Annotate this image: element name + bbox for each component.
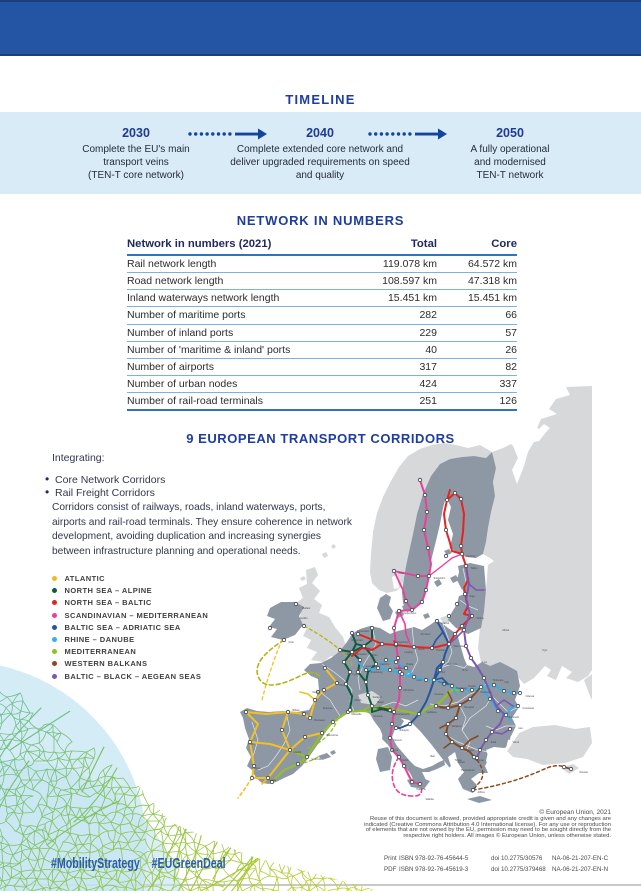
svg-text:Frankfurt: Frankfurt (380, 663, 390, 666)
svg-text:Basel: Basel (378, 701, 385, 704)
svg-text:Minsk: Minsk (503, 629, 510, 632)
svg-text:Brno: Brno (463, 669, 469, 672)
svg-text:Odessa: Odessa (526, 695, 535, 698)
svg-text:Antwerpen: Antwerpen (360, 647, 373, 650)
svg-text:Palermo: Palermo (417, 788, 427, 791)
svg-text:Bordeaux: Bordeaux (315, 719, 326, 722)
svg-text:Bucuresti: Bucuresti (509, 716, 520, 719)
svg-text:Szczecin: Szczecin (421, 633, 432, 636)
svg-text:Torino: Torino (379, 709, 386, 712)
svg-text:Sarajevo: Sarajevo (452, 725, 462, 728)
svg-text:Marseille: Marseille (352, 713, 363, 716)
svg-text:Zürich: Zürich (355, 699, 363, 702)
svg-text:Madrid: Madrid (294, 751, 302, 754)
svg-text:Bruxelles: Bruxelles (357, 653, 368, 656)
svg-text:Nantes: Nantes (313, 691, 322, 694)
svg-text:Debrecen: Debrecen (481, 691, 492, 694)
svg-text:Venezia: Venezia (401, 713, 411, 716)
svg-text:Berlin: Berlin (419, 648, 426, 651)
svg-text:Gdansk: Gdansk (441, 622, 450, 625)
svg-text:Athina: Athina (478, 791, 486, 794)
svg-text:Cork: Cork (289, 641, 295, 644)
svg-text:Graz: Graz (417, 679, 423, 682)
svg-text:Nürnberg: Nürnberg (395, 667, 406, 670)
svg-text:Skopje: Skopje (467, 749, 475, 752)
svg-text:Poznan: Poznan (437, 649, 446, 652)
svg-text:München: München (404, 689, 415, 692)
svg-text:Lille: Lille (346, 653, 351, 656)
svg-text:Riga: Riga (470, 595, 476, 598)
svg-text:Porto: Porto (249, 743, 256, 746)
svg-text:Vilnius: Vilnius (477, 617, 485, 620)
svg-text:Barcelona: Barcelona (327, 734, 339, 737)
svg-text:Katowice: Katowice (448, 663, 459, 666)
svg-text:Budapest: Budapest (457, 687, 468, 690)
svg-text:Tirana: Tirana (455, 759, 463, 762)
svg-text:Constanta: Constanta (523, 707, 535, 710)
svg-text:Kyiv: Kyiv (543, 649, 548, 652)
svg-text:Bratislava: Bratislava (443, 683, 455, 686)
svg-text:Wien: Wien (439, 681, 445, 684)
svg-text:Bari: Bari (431, 755, 436, 758)
svg-text:Praha: Praha (407, 663, 414, 666)
svg-text:Bilbao: Bilbao (293, 709, 301, 712)
svg-text:Genova: Genova (374, 715, 383, 718)
svg-text:Sevilla: Sevilla (269, 779, 277, 782)
svg-text:Oslo: Oslo (399, 572, 405, 575)
svg-text:Lisboa: Lisboa (253, 767, 261, 770)
svg-text:Toulouse: Toulouse (323, 707, 334, 710)
svg-text:Genève: Genève (435, 693, 444, 696)
svg-text:Varna: Varna (513, 741, 520, 744)
svg-text:Stockholm: Stockholm (434, 577, 446, 580)
svg-text:Helsinki: Helsinki (467, 555, 476, 558)
svg-text:Verona: Verona (393, 713, 402, 716)
svg-text:Linz: Linz (441, 671, 446, 674)
svg-text:Strasbourg: Strasbourg (371, 671, 384, 674)
svg-text:Patras: Patras (458, 761, 466, 764)
svg-text:Ljubljana: Ljubljana (427, 711, 438, 714)
svg-text:Köln: Köln (373, 654, 379, 657)
svg-text:Amsterdam: Amsterdam (357, 630, 370, 633)
svg-text:Paris: Paris (340, 684, 346, 687)
svg-text:Lviv: Lviv (483, 661, 488, 664)
svg-text:Leipzig: Leipzig (405, 651, 414, 654)
svg-text:Valencia: Valencia (312, 758, 322, 761)
svg-text:Nicosia: Nicosia (580, 771, 589, 774)
svg-text:Timisoara: Timisoara (493, 679, 504, 682)
svg-text:Roma: Roma (392, 749, 399, 752)
svg-text:Torino: Torino (377, 707, 384, 710)
svg-text:Rotterdam: Rotterdam (352, 639, 364, 642)
svg-text:Dublin: Dublin (301, 617, 309, 620)
svg-text:Lyon: Lyon (353, 673, 359, 676)
svg-text:Tallinn: Tallinn (471, 567, 479, 570)
svg-text:Belfast: Belfast (303, 607, 311, 610)
svg-text:Iasi: Iasi (519, 727, 523, 730)
svg-text:Milano: Milano (384, 708, 392, 711)
svg-text:Firenze: Firenze (394, 739, 403, 742)
svg-text:Hamburg: Hamburg (398, 641, 409, 644)
svg-text:Kosice: Kosice (469, 685, 477, 688)
svg-text:Warszawa: Warszawa (454, 645, 466, 648)
svg-text:København: København (404, 612, 417, 615)
svg-text:Cluj: Cluj (505, 681, 510, 684)
svg-text:Thessaloniki: Thessaloniki (461, 769, 475, 772)
svg-text:Valletta: Valletta (426, 798, 435, 801)
svg-text:Burgas: Burgas (477, 759, 486, 762)
svg-text:Sofia: Sofia (491, 741, 497, 744)
svg-text:Stuttgart: Stuttgart (373, 696, 383, 699)
svg-text:Zagreb: Zagreb (440, 707, 449, 710)
svg-text:Napoli: Napoli (402, 759, 410, 762)
svg-text:Luxembourg: Luxembourg (365, 665, 380, 668)
svg-text:Bologna: Bologna (400, 729, 410, 732)
svg-text:Beograd: Beograd (465, 706, 475, 709)
